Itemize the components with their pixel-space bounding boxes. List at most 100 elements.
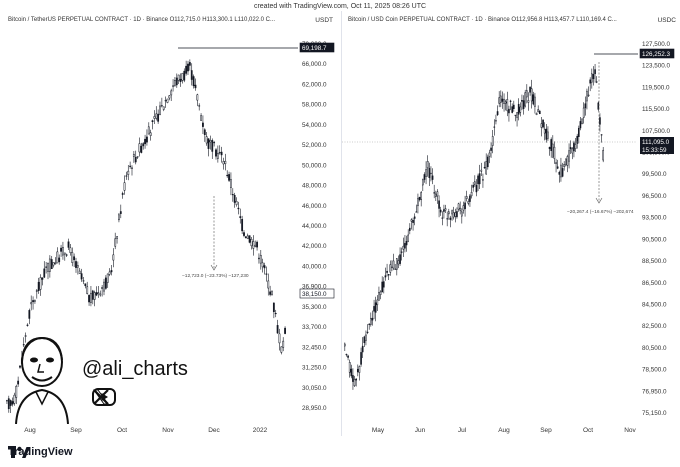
right-candle xyxy=(443,209,445,212)
right-time-label: Aug xyxy=(498,427,510,434)
right-candle xyxy=(369,318,372,325)
left-candle xyxy=(194,84,197,89)
left-candle xyxy=(187,63,189,72)
left-candle xyxy=(86,286,89,294)
left-candle xyxy=(159,105,161,115)
left-candle xyxy=(22,344,25,346)
left-price-tick: 28,950.0 xyxy=(302,405,327,412)
left-price-tick: 31,250.0 xyxy=(302,365,327,372)
right-price-tick: 90,500.0 xyxy=(642,236,667,243)
right-candle xyxy=(360,352,362,365)
right-candle xyxy=(345,353,348,356)
left-candle xyxy=(276,325,279,334)
left-candle xyxy=(215,149,217,157)
left-candle xyxy=(248,235,251,243)
left-candle xyxy=(196,94,199,101)
right-candle xyxy=(343,343,346,347)
left-candle xyxy=(202,122,204,127)
right-candle xyxy=(363,336,366,344)
left-candle xyxy=(205,136,208,144)
right-time-label: Nov xyxy=(624,427,636,434)
right-candle xyxy=(389,264,392,273)
right-candle xyxy=(480,169,483,172)
left-candle xyxy=(144,138,146,145)
left-candle xyxy=(15,385,18,398)
left-candle xyxy=(39,277,42,290)
right-candle xyxy=(374,302,377,313)
right-chart-panel[interactable]: Bitcoin / USD Coin PERPETUAL CONTRACT · … xyxy=(341,11,680,436)
left-candle xyxy=(239,216,242,218)
right-candle xyxy=(426,161,429,169)
left-current-label-text: 38,150.0 xyxy=(302,291,327,298)
right-candle xyxy=(486,156,489,168)
left-candle xyxy=(75,261,77,268)
left-candle xyxy=(131,167,133,169)
left-candle xyxy=(160,105,163,107)
left-candle xyxy=(95,292,98,296)
right-candle xyxy=(472,184,475,188)
left-candle xyxy=(138,143,141,153)
left-price-tick: 58,000.0 xyxy=(302,102,327,109)
left-candle xyxy=(52,262,55,266)
right-price-tick: 80,500.0 xyxy=(642,345,667,352)
left-time-label: 2022 xyxy=(253,427,268,434)
right-candle xyxy=(499,95,502,103)
right-candle xyxy=(434,193,437,197)
right-candle xyxy=(475,184,478,193)
left-candle xyxy=(244,236,247,238)
left-candle xyxy=(220,151,223,156)
right-candle xyxy=(444,208,447,211)
right-candle xyxy=(530,88,533,102)
left-candle xyxy=(84,283,87,287)
right-candle xyxy=(464,202,466,210)
youtube-icon[interactable] xyxy=(92,388,116,406)
right-candle xyxy=(402,245,405,250)
left-candle xyxy=(278,333,281,344)
right-candle xyxy=(384,275,387,278)
left-candle xyxy=(230,179,232,188)
left-candle xyxy=(90,292,92,303)
left-candle xyxy=(146,136,148,143)
right-candle xyxy=(521,100,523,102)
left-candle xyxy=(11,401,14,405)
right-candle xyxy=(597,102,600,110)
right-price-tick: 76,950.0 xyxy=(642,388,667,395)
left-candle xyxy=(132,153,135,157)
right-candle xyxy=(527,100,530,103)
right-candle xyxy=(595,81,598,83)
right-candle xyxy=(421,179,424,186)
left-candle xyxy=(93,292,96,300)
right-candle xyxy=(563,164,566,167)
right-price-tick: 84,500.0 xyxy=(642,301,667,308)
right-candle xyxy=(436,191,439,197)
right-candle xyxy=(394,268,397,270)
right-candle xyxy=(553,146,556,159)
right-high-label-text: 126,252.3 xyxy=(642,51,671,58)
right-current-label: 111,095.015:33:59 xyxy=(640,137,674,154)
left-candle xyxy=(243,232,245,236)
right-chart-canvas[interactable]: 127,500.0 123,500.0 119,500.0 115,500.0 107,… xyxy=(342,11,680,436)
right-candle xyxy=(599,117,601,125)
left-time-label: Aug xyxy=(24,427,36,434)
right-candle xyxy=(433,192,436,194)
right-candle xyxy=(412,219,414,223)
right-candle xyxy=(542,119,544,128)
right-candle xyxy=(590,73,593,83)
tradingview-icon xyxy=(8,446,30,458)
left-candle xyxy=(174,80,176,86)
right-candle xyxy=(449,217,452,220)
left-candle xyxy=(35,290,38,292)
right-candle xyxy=(592,74,595,80)
left-candle xyxy=(60,247,62,252)
left-price-tick: 32,450.0 xyxy=(302,344,327,351)
left-candle xyxy=(50,259,53,269)
left-chart-canvas[interactable]: 70,000.066,000.062,000.058,000.054,000.0… xyxy=(2,11,337,436)
right-candle xyxy=(577,127,580,137)
left-candle xyxy=(114,238,117,247)
right-chart-title: Bitcoin / USD Coin PERPETUAL CONTRACT · … xyxy=(348,17,617,23)
right-candle xyxy=(397,260,400,265)
left-price-tick: 30,050.0 xyxy=(302,385,327,392)
right-candle xyxy=(550,139,553,151)
right-candle xyxy=(457,203,460,210)
tradingview-logo[interactable]: TradingView xyxy=(8,446,73,458)
